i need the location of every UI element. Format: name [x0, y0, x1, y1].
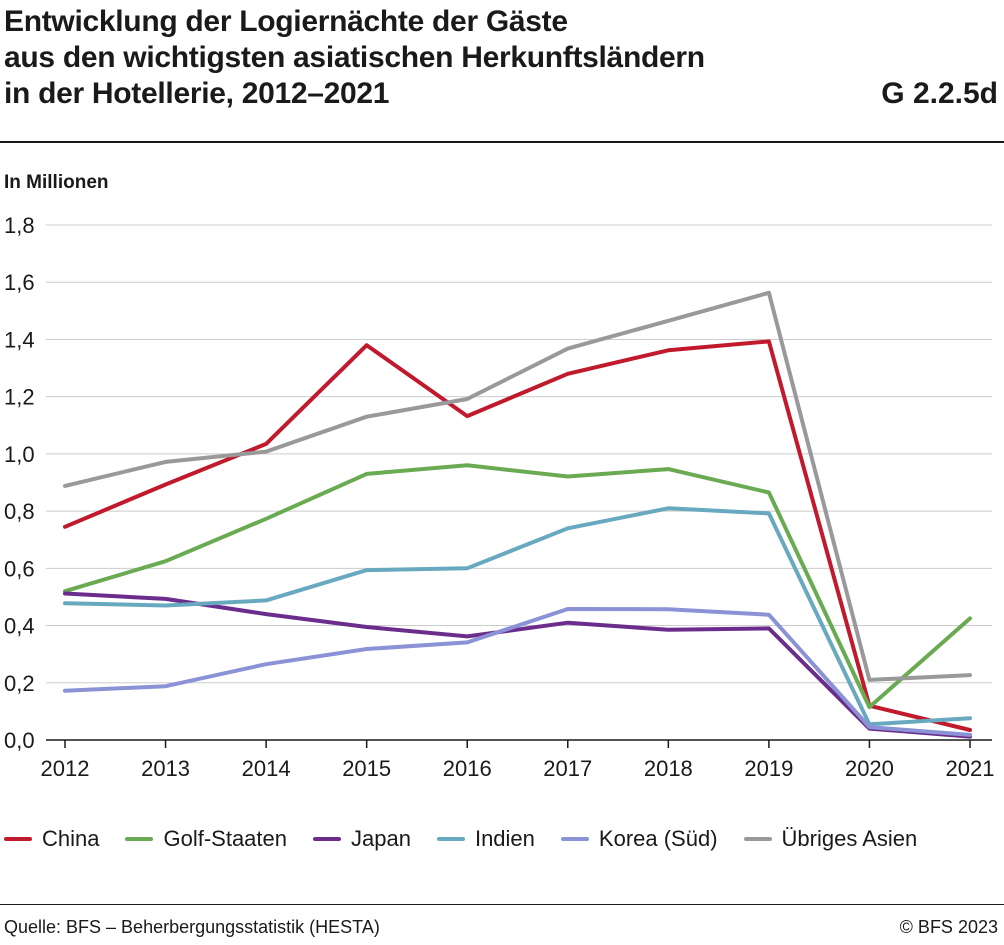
- legend-label: Japan: [351, 826, 411, 851]
- x-tick-label: 2015: [342, 756, 391, 781]
- x-tick-label: 2014: [242, 756, 291, 781]
- series-line-china: [63, 339, 972, 732]
- legend-swatch: [560, 837, 589, 841]
- legend-item: Golf-Staaten: [125, 826, 287, 852]
- legend-label: Übriges Asien: [781, 826, 918, 851]
- unit-label: In Millionen: [4, 172, 109, 193]
- x-tick-label: 2019: [744, 756, 793, 781]
- legend-item: Indien: [436, 826, 535, 852]
- y-tick-label: 1,0: [4, 442, 35, 467]
- chart-legend: China Golf-Staaten Japan Indien Korea (Süd) Ü…: [4, 826, 943, 852]
- copyright-note: © BFS 2023: [899, 917, 998, 937]
- y-tick-label: 0,2: [4, 671, 35, 696]
- title-line-1: Entwicklung der Logiernächte der Gäste: [4, 5, 568, 38]
- series-line-indien: [63, 506, 972, 727]
- legend-label: China: [42, 826, 100, 851]
- source-note: Quelle: BFS – Beherbergungsstatistik (HE…: [4, 917, 380, 937]
- series-line-übriges-asien: [63, 290, 972, 682]
- y-tick-label: 0,8: [4, 499, 35, 524]
- x-tick-label: 2021: [946, 756, 995, 781]
- x-tick-label: 2018: [644, 756, 693, 781]
- x-tick-label: 2012: [41, 756, 90, 781]
- series-line-korea-süd-: [63, 607, 972, 737]
- title-line-2: aus den wichtigsten asiatischen Herkunft…: [4, 41, 705, 74]
- x-tick-label: 2016: [443, 756, 492, 781]
- legend-swatch: [436, 837, 465, 841]
- y-tick-label: 0,0: [4, 728, 35, 753]
- x-tick-label: 2020: [845, 756, 894, 781]
- series-line-golf-staaten: [63, 463, 972, 710]
- legend-label: Indien: [474, 826, 535, 851]
- y-tick-label: 1,6: [4, 270, 35, 295]
- footer-divider: [0, 904, 1004, 905]
- title-line-3: in der Hotellerie, 2012–2021: [4, 77, 390, 110]
- legend-item: Übriges Asien: [743, 826, 918, 852]
- legend-swatch: [125, 837, 154, 841]
- y-tick-label: 1,2: [4, 385, 35, 410]
- line-chart: 0,0 0,2 0,4 0,6 0,8 1,0 1,2 1,4 1,6 1,8 2012 2013 20…: [4, 213, 995, 781]
- legend-swatch: [4, 837, 32, 841]
- series-line-japan: [63, 591, 972, 739]
- x-tick-label: 2017: [543, 756, 592, 781]
- legend-label: Golf-Staaten: [163, 826, 287, 851]
- legend-swatch: [313, 837, 341, 841]
- legend-swatch: [743, 837, 772, 841]
- figure-code: G 2.2.5d: [881, 77, 998, 110]
- y-tick-label: 1,8: [4, 213, 35, 238]
- y-tick-label: 1,4: [4, 327, 35, 352]
- legend-label: Korea (Süd): [598, 826, 718, 851]
- chart-title: Entwicklung der Logiernächte der Gäste a…: [4, 4, 804, 112]
- x-tick-label: 2013: [141, 756, 190, 781]
- footer: Quelle: BFS – Beherbergungsstatistik (HE…: [4, 917, 998, 938]
- y-tick-label: 0,6: [4, 556, 35, 581]
- y-tick-label: 0,4: [4, 614, 35, 639]
- legend-item: Korea (Süd): [560, 826, 718, 852]
- top-divider: [0, 141, 1004, 143]
- legend-item: Japan: [313, 826, 411, 852]
- legend-item: China: [4, 826, 99, 852]
